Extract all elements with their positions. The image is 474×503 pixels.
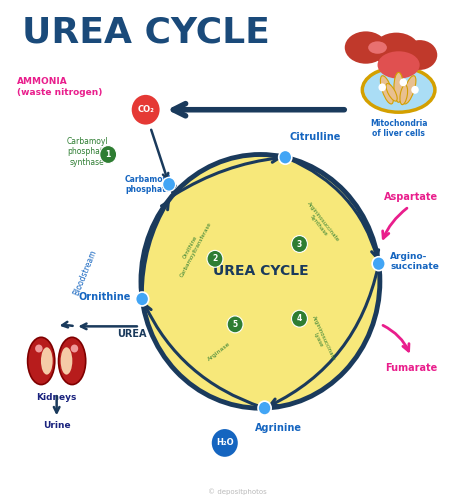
Text: Argino-
succinate: Argino- succinate: [391, 252, 439, 271]
Ellipse shape: [373, 33, 419, 67]
Text: AMMONIA
(waste nitrogen): AMMONIA (waste nitrogen): [17, 77, 102, 97]
Ellipse shape: [362, 67, 435, 112]
Text: Citrulline: Citrulline: [290, 132, 341, 142]
Ellipse shape: [386, 83, 397, 101]
Ellipse shape: [61, 347, 73, 375]
Circle shape: [35, 345, 43, 353]
Circle shape: [207, 250, 223, 267]
Circle shape: [292, 235, 308, 253]
Circle shape: [400, 78, 407, 87]
Ellipse shape: [380, 76, 393, 104]
Circle shape: [100, 145, 117, 163]
Text: Arginase: Arginase: [207, 341, 232, 362]
Text: 3: 3: [297, 239, 302, 248]
Text: Mitochondria
of liver cells: Mitochondria of liver cells: [370, 119, 428, 138]
Text: Ornithine
Carbamoyltransferase: Ornithine Carbamoyltransferase: [174, 218, 212, 278]
Ellipse shape: [345, 31, 387, 64]
Text: Bloodstream: Bloodstream: [72, 248, 98, 296]
Text: 4: 4: [297, 314, 302, 323]
Ellipse shape: [394, 72, 403, 102]
Circle shape: [163, 178, 176, 191]
Text: 5: 5: [233, 320, 237, 329]
Circle shape: [411, 86, 419, 94]
Circle shape: [372, 257, 385, 271]
Text: CO₂: CO₂: [137, 105, 154, 114]
Text: 1: 1: [106, 150, 111, 159]
Text: Agrinine: Agrinine: [255, 423, 302, 433]
Ellipse shape: [27, 338, 55, 385]
Circle shape: [71, 345, 78, 353]
Ellipse shape: [377, 51, 419, 78]
Circle shape: [141, 154, 380, 408]
Circle shape: [131, 94, 161, 126]
Ellipse shape: [402, 40, 437, 70]
Text: UREA CYCLE: UREA CYCLE: [213, 265, 308, 278]
Text: H₂O: H₂O: [216, 439, 234, 448]
Text: Kidneys: Kidneys: [36, 393, 77, 402]
Circle shape: [378, 83, 386, 92]
Text: Fumarate: Fumarate: [385, 363, 437, 373]
Ellipse shape: [41, 347, 53, 375]
Circle shape: [292, 310, 308, 327]
Circle shape: [258, 401, 271, 415]
Text: Carbamoyl
phosphate
synthase: Carbamoyl phosphate synthase: [66, 137, 108, 167]
Text: Carbamoyl
phosphate: Carbamoyl phosphate: [125, 175, 171, 194]
Ellipse shape: [403, 76, 416, 104]
Text: UREA: UREA: [117, 329, 146, 339]
Circle shape: [279, 150, 292, 164]
Text: Argininosuccinate
Lyase: Argininosuccinate Lyase: [306, 314, 336, 364]
Ellipse shape: [58, 338, 86, 385]
Circle shape: [227, 316, 243, 333]
Ellipse shape: [400, 85, 408, 105]
Text: Urine: Urine: [43, 421, 71, 430]
Circle shape: [136, 292, 149, 306]
Ellipse shape: [368, 41, 387, 54]
Text: UREA CYCLE: UREA CYCLE: [21, 15, 269, 49]
Text: Ornithine: Ornithine: [78, 292, 130, 301]
Text: © depositphotos: © depositphotos: [208, 488, 266, 495]
Circle shape: [211, 428, 239, 458]
Text: 2: 2: [212, 255, 218, 264]
Text: Aspartate: Aspartate: [384, 192, 438, 202]
Text: Argininosuccinate
Synthase: Argininosuccinate Synthase: [301, 201, 340, 246]
